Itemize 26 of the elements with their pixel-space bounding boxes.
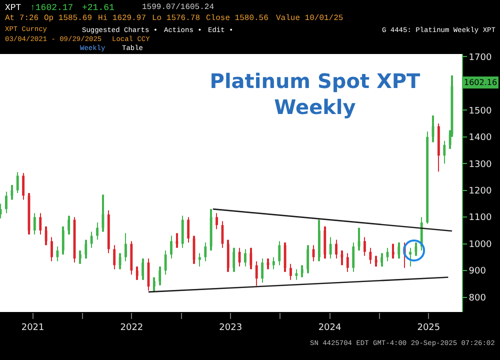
annotation: 1602.16 (464, 78, 498, 87)
y-tick-label: 900 (468, 266, 486, 277)
text: XPT (5, 3, 22, 13)
y-tick-label: 1500 (468, 106, 492, 116)
text: ↑1602.17 (30, 3, 74, 13)
text: 1599.07/1605.24 (142, 3, 214, 12)
y-tick-label: 1400 (468, 133, 492, 144)
text: Lo 1576.78 (152, 14, 200, 23)
y-tick-label: 1300 (468, 160, 492, 170)
x-tick-label: 2023 (219, 322, 242, 333)
x-tick-label: 2024 (318, 322, 342, 333)
text: Op 1585.69 (44, 14, 92, 23)
text: Value 10/01/25 (276, 14, 344, 23)
y-tick-label: 800 (468, 293, 486, 304)
x-tick-label: 2025 (417, 322, 440, 333)
x-tick-label: 2021 (21, 322, 44, 333)
text: Close 1580.56 (206, 14, 269, 23)
text: Hi 1629.97 (98, 14, 146, 23)
text: +21.61 (82, 3, 114, 13)
y-tick-label: 1700 (468, 52, 492, 63)
y-tick-label: 1000 (468, 240, 492, 250)
text: At 7:26 (5, 14, 39, 23)
x-tick-label: 2022 (120, 322, 144, 333)
text: Platinum Spot XPT Weekly (210, 69, 421, 119)
y-tick-label: 1100 (468, 213, 492, 224)
y-tick-label: 1200 (468, 186, 492, 196)
